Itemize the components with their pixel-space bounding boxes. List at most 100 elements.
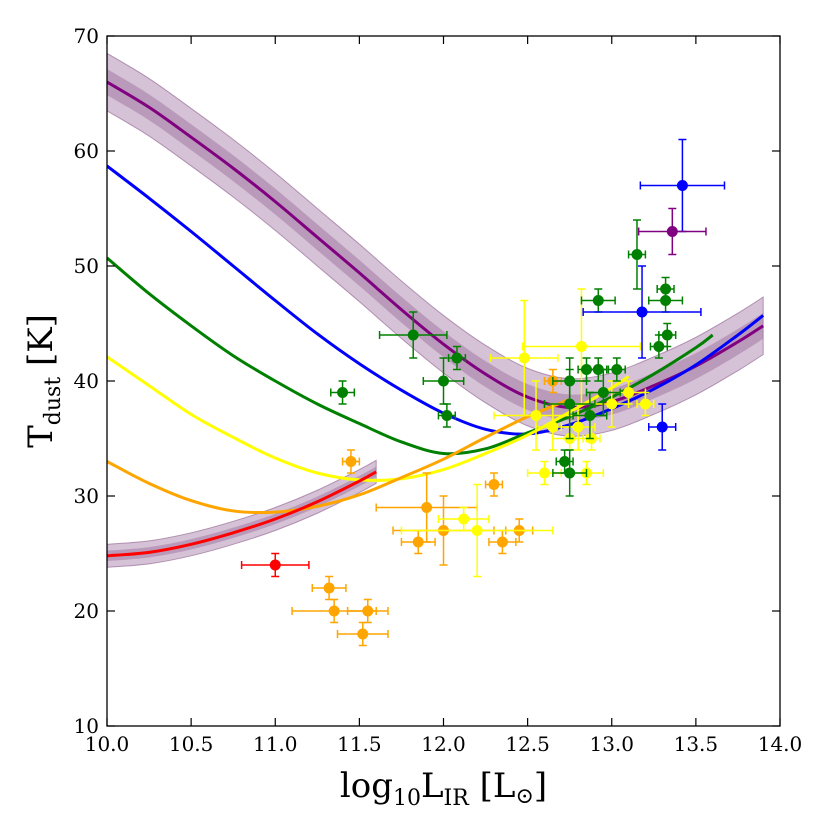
y-tick-label: 20	[74, 599, 99, 623]
x-axis-title-sub2: IR	[444, 786, 471, 811]
red-model-band	[107, 459, 377, 568]
x-axis-title-sub: 10	[393, 786, 421, 811]
data-point-marker	[269, 559, 281, 571]
data-point	[330, 380, 356, 405]
data-point	[658, 322, 677, 348]
purple-model-band	[107, 52, 764, 437]
data-point-marker	[323, 582, 335, 594]
data-point-marker	[597, 387, 609, 398]
x-axis-title-unit: [L	[469, 766, 516, 806]
data-point-marker	[592, 295, 604, 306]
red-model-band-inner	[107, 466, 377, 561]
data-point	[422, 357, 465, 405]
y-tick-label: 60	[74, 139, 99, 163]
data-point-marker	[631, 249, 643, 260]
data-point-marker	[421, 502, 433, 513]
data-point-marker	[538, 467, 550, 479]
data-point-marker	[337, 387, 349, 398]
data-point	[341, 449, 361, 474]
x-axis-title: log10LIR [L⊙]	[340, 766, 547, 811]
data-point-marker	[458, 513, 470, 525]
data-point	[636, 391, 655, 417]
data-point-marker	[656, 421, 668, 433]
data-point-marker	[572, 421, 584, 433]
y-tick-label: 70	[74, 24, 99, 48]
y-axis-title-unit: [K]	[21, 314, 61, 377]
data-point	[378, 311, 448, 359]
x-tick-label: 12.5	[505, 732, 550, 756]
data-point-marker	[606, 398, 618, 410]
data-point	[552, 449, 588, 497]
x-tick-label: 13.5	[674, 732, 719, 756]
y-tick-label: 40	[74, 369, 99, 393]
data-point-marker	[666, 226, 678, 237]
data-point-marker	[639, 398, 651, 410]
data-point-marker	[328, 605, 340, 617]
data-point	[240, 552, 310, 578]
data-point-marker	[496, 536, 508, 548]
y-axis-title-sub: dust	[41, 377, 66, 426]
x-axis-title-end: ]	[534, 766, 547, 806]
data-point	[447, 345, 467, 371]
data-point-marker	[564, 467, 576, 479]
y-axis-title: Tdust [K]	[21, 314, 66, 448]
data-point-marker	[564, 375, 576, 387]
x-axis-title-main: log	[340, 766, 393, 806]
data-point-marker	[451, 352, 463, 364]
data-point-marker	[676, 180, 688, 191]
data-point-marker	[584, 410, 596, 421]
orange-model-line	[107, 398, 571, 515]
data-point-marker	[653, 341, 665, 352]
data-point	[336, 621, 389, 647]
data-point	[648, 403, 677, 451]
data-point-marker	[636, 306, 648, 318]
data-point-marker	[412, 536, 424, 548]
x-axis-title-unit-sym: ⊙	[515, 784, 533, 809]
data-point	[552, 357, 588, 405]
purple-model-band-inner	[107, 69, 764, 421]
y-axis-title-main: T	[21, 425, 61, 448]
data-point-marker	[611, 364, 623, 375]
data-point-marker	[407, 329, 419, 341]
data-point-marker	[471, 525, 483, 536]
y-tick-label: 50	[74, 254, 99, 278]
data-point	[346, 598, 389, 624]
data-point-marker	[518, 352, 530, 364]
data-point	[585, 368, 621, 417]
x-tick-label: 10.5	[169, 732, 214, 756]
x-tick-label: 13.0	[589, 732, 634, 756]
x-tick-label: 11.0	[253, 732, 298, 756]
data-point	[437, 403, 457, 428]
y-tick-label: 10	[74, 714, 99, 738]
data-point-marker	[661, 329, 673, 341]
data-point	[627, 219, 647, 290]
purple-model-line	[107, 80, 764, 410]
data-point-marker	[357, 628, 369, 640]
data-point	[493, 380, 579, 451]
plot-area	[107, 52, 765, 647]
data-point-marker	[362, 605, 374, 617]
data-point-marker	[559, 456, 571, 467]
data-point-marker	[575, 341, 587, 352]
green-model-line	[107, 256, 714, 456]
data-point-marker	[345, 456, 357, 467]
data-point	[607, 357, 626, 382]
data-point	[521, 288, 642, 405]
data-point-marker	[438, 375, 449, 387]
data-point-marker	[530, 410, 542, 421]
yellow-model-line	[107, 355, 630, 482]
red-model-line	[107, 470, 377, 558]
data-point	[582, 265, 702, 359]
data-point-marker	[441, 410, 453, 421]
data-point-marker	[623, 387, 635, 398]
data-point	[484, 472, 504, 497]
x-tick-label: 10.0	[85, 732, 130, 756]
data-point-marker	[488, 479, 500, 490]
x-tick-label: 12.0	[421, 732, 466, 756]
data-point	[437, 506, 490, 532]
data-point-marker	[660, 295, 672, 306]
axis-ticks: 10.0 10.5 11.0 11.5 12.0 12.5 13.0 13.5 14.0 10 20…	[74, 24, 803, 756]
x-axis-title-mid: L	[421, 766, 444, 806]
